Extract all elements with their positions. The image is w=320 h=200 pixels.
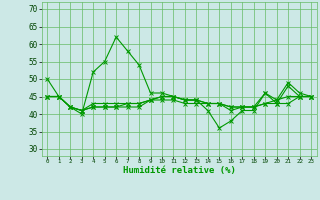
X-axis label: Humidité relative (%): Humidité relative (%): [123, 166, 236, 175]
